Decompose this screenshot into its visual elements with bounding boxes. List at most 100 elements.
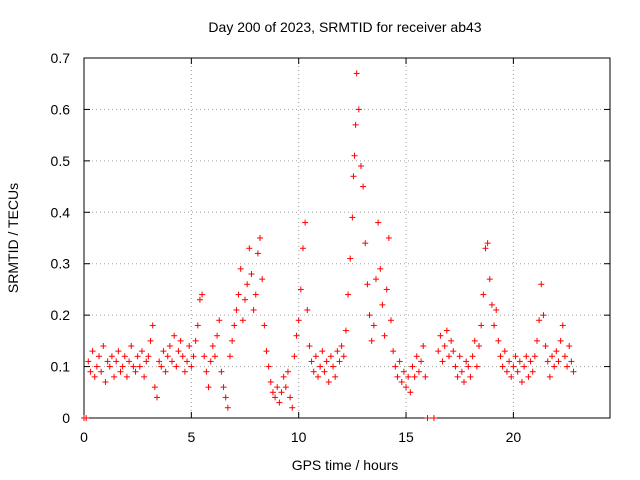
data-point — [480, 291, 487, 298]
data-point — [458, 368, 465, 375]
data-point — [437, 332, 444, 339]
data-point — [407, 389, 414, 396]
data-point — [360, 183, 367, 190]
data-point — [332, 373, 339, 380]
data-point — [396, 358, 403, 365]
data-point — [102, 379, 109, 385]
data-point — [308, 358, 315, 365]
data-point — [106, 363, 113, 370]
data-point — [259, 276, 266, 283]
data-point — [549, 353, 556, 360]
data-point — [383, 286, 390, 293]
data-point — [265, 363, 272, 370]
data-point — [246, 245, 253, 252]
data-point — [186, 343, 193, 349]
data-point — [293, 332, 300, 339]
x-tick-label: 15 — [398, 429, 414, 445]
data-point — [274, 384, 281, 391]
data-point — [207, 358, 214, 365]
data-point — [117, 368, 124, 375]
data-point — [175, 348, 182, 355]
data-point — [390, 348, 397, 355]
data-point — [424, 415, 431, 421]
data-point — [456, 353, 463, 360]
data-point — [194, 322, 201, 329]
data-point — [115, 348, 122, 355]
data-point — [516, 358, 523, 365]
data-point — [368, 337, 375, 344]
y-tick-label: 0.6 — [51, 101, 71, 117]
axis-ticks — [83, 57, 610, 419]
data-point — [362, 240, 369, 247]
data-point — [201, 353, 208, 360]
data-point — [409, 363, 416, 370]
data-point — [306, 343, 313, 349]
data-point — [93, 363, 100, 370]
data-point — [302, 219, 309, 226]
data-point — [173, 363, 180, 370]
x-axis-label: GPS time / hours — [292, 457, 399, 473]
data-point — [370, 322, 377, 329]
data-point — [536, 317, 543, 324]
data-point — [153, 394, 160, 401]
data-point — [525, 373, 532, 380]
data-point — [319, 348, 326, 355]
data-point — [352, 121, 359, 128]
y-tick-label: 0.3 — [51, 256, 71, 272]
data-point — [471, 337, 478, 344]
data-point — [467, 373, 474, 380]
data-point — [501, 348, 508, 355]
data-point — [205, 384, 212, 391]
data-point — [334, 348, 341, 355]
data-point — [570, 368, 577, 375]
data-point — [282, 384, 289, 391]
data-point — [203, 368, 210, 375]
data-point — [156, 358, 163, 365]
data-point — [518, 379, 525, 385]
data-point — [164, 353, 171, 360]
data-point — [160, 348, 167, 355]
data-point — [388, 317, 395, 324]
data-point — [553, 348, 560, 355]
x-tick-label: 5 — [187, 429, 195, 445]
data-point — [398, 379, 405, 385]
tick-labels: 0 0.1 0.2 0.3 0.4 0.5 0.6 0.7 0 5 10 15 20 — [51, 50, 522, 445]
data-point — [491, 322, 498, 329]
data-point — [476, 343, 483, 349]
data-point — [242, 296, 249, 303]
data-point — [454, 373, 461, 380]
data-point — [372, 276, 379, 283]
data-point — [87, 368, 94, 375]
data-point — [350, 173, 357, 180]
data-point — [349, 214, 356, 221]
data-point — [214, 332, 221, 339]
data-point — [403, 384, 410, 391]
data-point — [561, 353, 568, 360]
data-point — [218, 368, 225, 375]
data-point — [510, 363, 517, 370]
data-point — [121, 353, 128, 360]
data-point — [392, 363, 399, 370]
data-point — [503, 368, 510, 375]
data-point — [499, 363, 506, 370]
data-point — [415, 368, 422, 375]
data-point — [375, 219, 382, 226]
data-point — [138, 348, 145, 355]
plot-frame — [83, 57, 611, 419]
data-point — [568, 358, 575, 365]
data-point — [145, 353, 152, 360]
data-point — [506, 358, 513, 365]
data-point — [130, 363, 137, 370]
data-point — [250, 307, 257, 313]
data-point — [493, 307, 500, 313]
data-point — [136, 363, 143, 370]
data-point — [239, 317, 246, 324]
data-point — [323, 358, 330, 365]
data-point — [276, 399, 283, 406]
grid — [84, 58, 610, 418]
data-point — [469, 353, 476, 360]
data-point — [439, 358, 446, 365]
y-tick-label: 0.2 — [51, 307, 71, 323]
data-point — [177, 337, 184, 344]
data-point — [151, 384, 158, 391]
